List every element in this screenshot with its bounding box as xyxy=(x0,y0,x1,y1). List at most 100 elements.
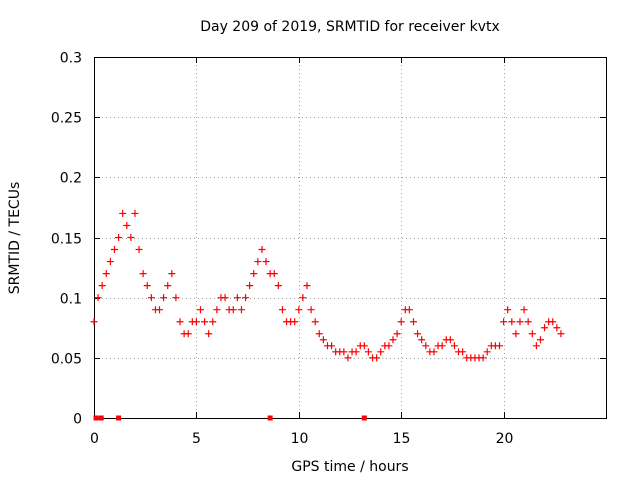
data-point xyxy=(291,318,299,326)
y-tick-labels: 0 0.05 0.1 0.15 0.2 0.25 0.3 xyxy=(51,51,82,428)
chart-title: Day 209 of 2019, SRMTID for receiver kvt… xyxy=(200,19,500,35)
zero-point xyxy=(93,415,99,421)
data-point xyxy=(246,282,254,290)
zero-point xyxy=(116,415,122,421)
data-point xyxy=(307,306,315,314)
data-point xyxy=(389,336,397,344)
x-tick-label: 10 xyxy=(291,431,309,447)
data-point xyxy=(131,209,139,217)
data-point xyxy=(553,324,561,332)
data-point xyxy=(172,294,180,302)
y-tick-label: 0.15 xyxy=(51,232,82,248)
data-point xyxy=(418,336,426,344)
x-tick-label: 20 xyxy=(496,431,514,447)
data-point xyxy=(106,258,114,266)
data-point xyxy=(143,282,151,290)
zero-point xyxy=(267,415,273,421)
data-point xyxy=(90,318,98,326)
data-point xyxy=(397,318,405,326)
data-point xyxy=(459,348,467,356)
data-point xyxy=(504,306,512,314)
data-point xyxy=(221,294,229,302)
data-point xyxy=(340,348,348,356)
y-tick-label: 0.1 xyxy=(60,292,82,308)
x-tick-labels: 0 5 10 15 20 xyxy=(90,431,513,447)
data-point xyxy=(147,294,155,302)
data-point xyxy=(229,306,237,314)
data-point xyxy=(479,354,487,362)
data-point xyxy=(541,324,549,332)
data-point xyxy=(549,318,557,326)
data-points xyxy=(90,209,565,421)
y-tick-label: 0.25 xyxy=(51,111,82,127)
y-tick-label: 0.2 xyxy=(60,171,82,187)
data-point xyxy=(176,318,184,326)
data-point xyxy=(496,342,504,350)
data-point xyxy=(430,348,438,356)
y-tick-label: 0.3 xyxy=(60,51,82,67)
data-point xyxy=(422,342,430,350)
data-point xyxy=(94,294,102,302)
data-point xyxy=(213,306,221,314)
data-point xyxy=(168,270,176,278)
data-point xyxy=(483,348,491,356)
x-tick-label: 15 xyxy=(393,431,411,447)
zero-point xyxy=(98,415,104,421)
data-point xyxy=(414,330,422,338)
data-point xyxy=(303,282,311,290)
data-point xyxy=(201,318,209,326)
data-point xyxy=(311,318,319,326)
data-point xyxy=(196,306,204,314)
y-axis-label: SRMTID / TECUs xyxy=(7,182,23,295)
data-point xyxy=(328,342,336,350)
data-point xyxy=(258,246,266,254)
data-point xyxy=(532,342,540,350)
data-point xyxy=(409,318,417,326)
data-point xyxy=(156,306,164,314)
zero-point xyxy=(361,415,367,421)
data-point xyxy=(270,270,278,278)
data-point xyxy=(250,270,258,278)
data-point xyxy=(123,221,131,229)
data-point xyxy=(110,246,118,254)
data-point xyxy=(344,354,352,362)
data-point xyxy=(450,342,458,350)
data-point xyxy=(254,258,262,266)
data-point xyxy=(352,348,360,356)
data-point xyxy=(160,294,168,302)
y-tick-label: 0 xyxy=(73,412,82,428)
data-point xyxy=(164,282,172,290)
data-point xyxy=(377,348,385,356)
data-point xyxy=(295,306,303,314)
data-point xyxy=(373,354,381,362)
data-point xyxy=(184,330,192,338)
data-point xyxy=(524,318,532,326)
data-point xyxy=(102,270,110,278)
data-point xyxy=(237,306,245,314)
data-point xyxy=(557,330,565,338)
data-point xyxy=(385,342,393,350)
data-point xyxy=(438,342,446,350)
data-point xyxy=(98,282,106,290)
data-point xyxy=(127,234,135,241)
data-point xyxy=(139,270,147,278)
data-point xyxy=(119,209,127,217)
data-point xyxy=(135,246,143,254)
x-tick-label: 5 xyxy=(192,431,201,447)
data-point xyxy=(209,318,217,326)
data-point xyxy=(512,330,520,338)
data-point xyxy=(115,234,123,241)
axis-ticks xyxy=(94,57,606,419)
data-point xyxy=(205,330,213,338)
data-point xyxy=(360,342,368,350)
data-point xyxy=(516,318,524,326)
data-point xyxy=(274,282,282,290)
x-tick-label: 0 xyxy=(90,431,99,447)
data-point xyxy=(528,330,536,338)
data-point xyxy=(299,294,307,302)
data-point xyxy=(192,318,200,326)
data-point xyxy=(315,330,323,338)
data-point xyxy=(319,336,327,344)
data-point xyxy=(446,336,454,344)
